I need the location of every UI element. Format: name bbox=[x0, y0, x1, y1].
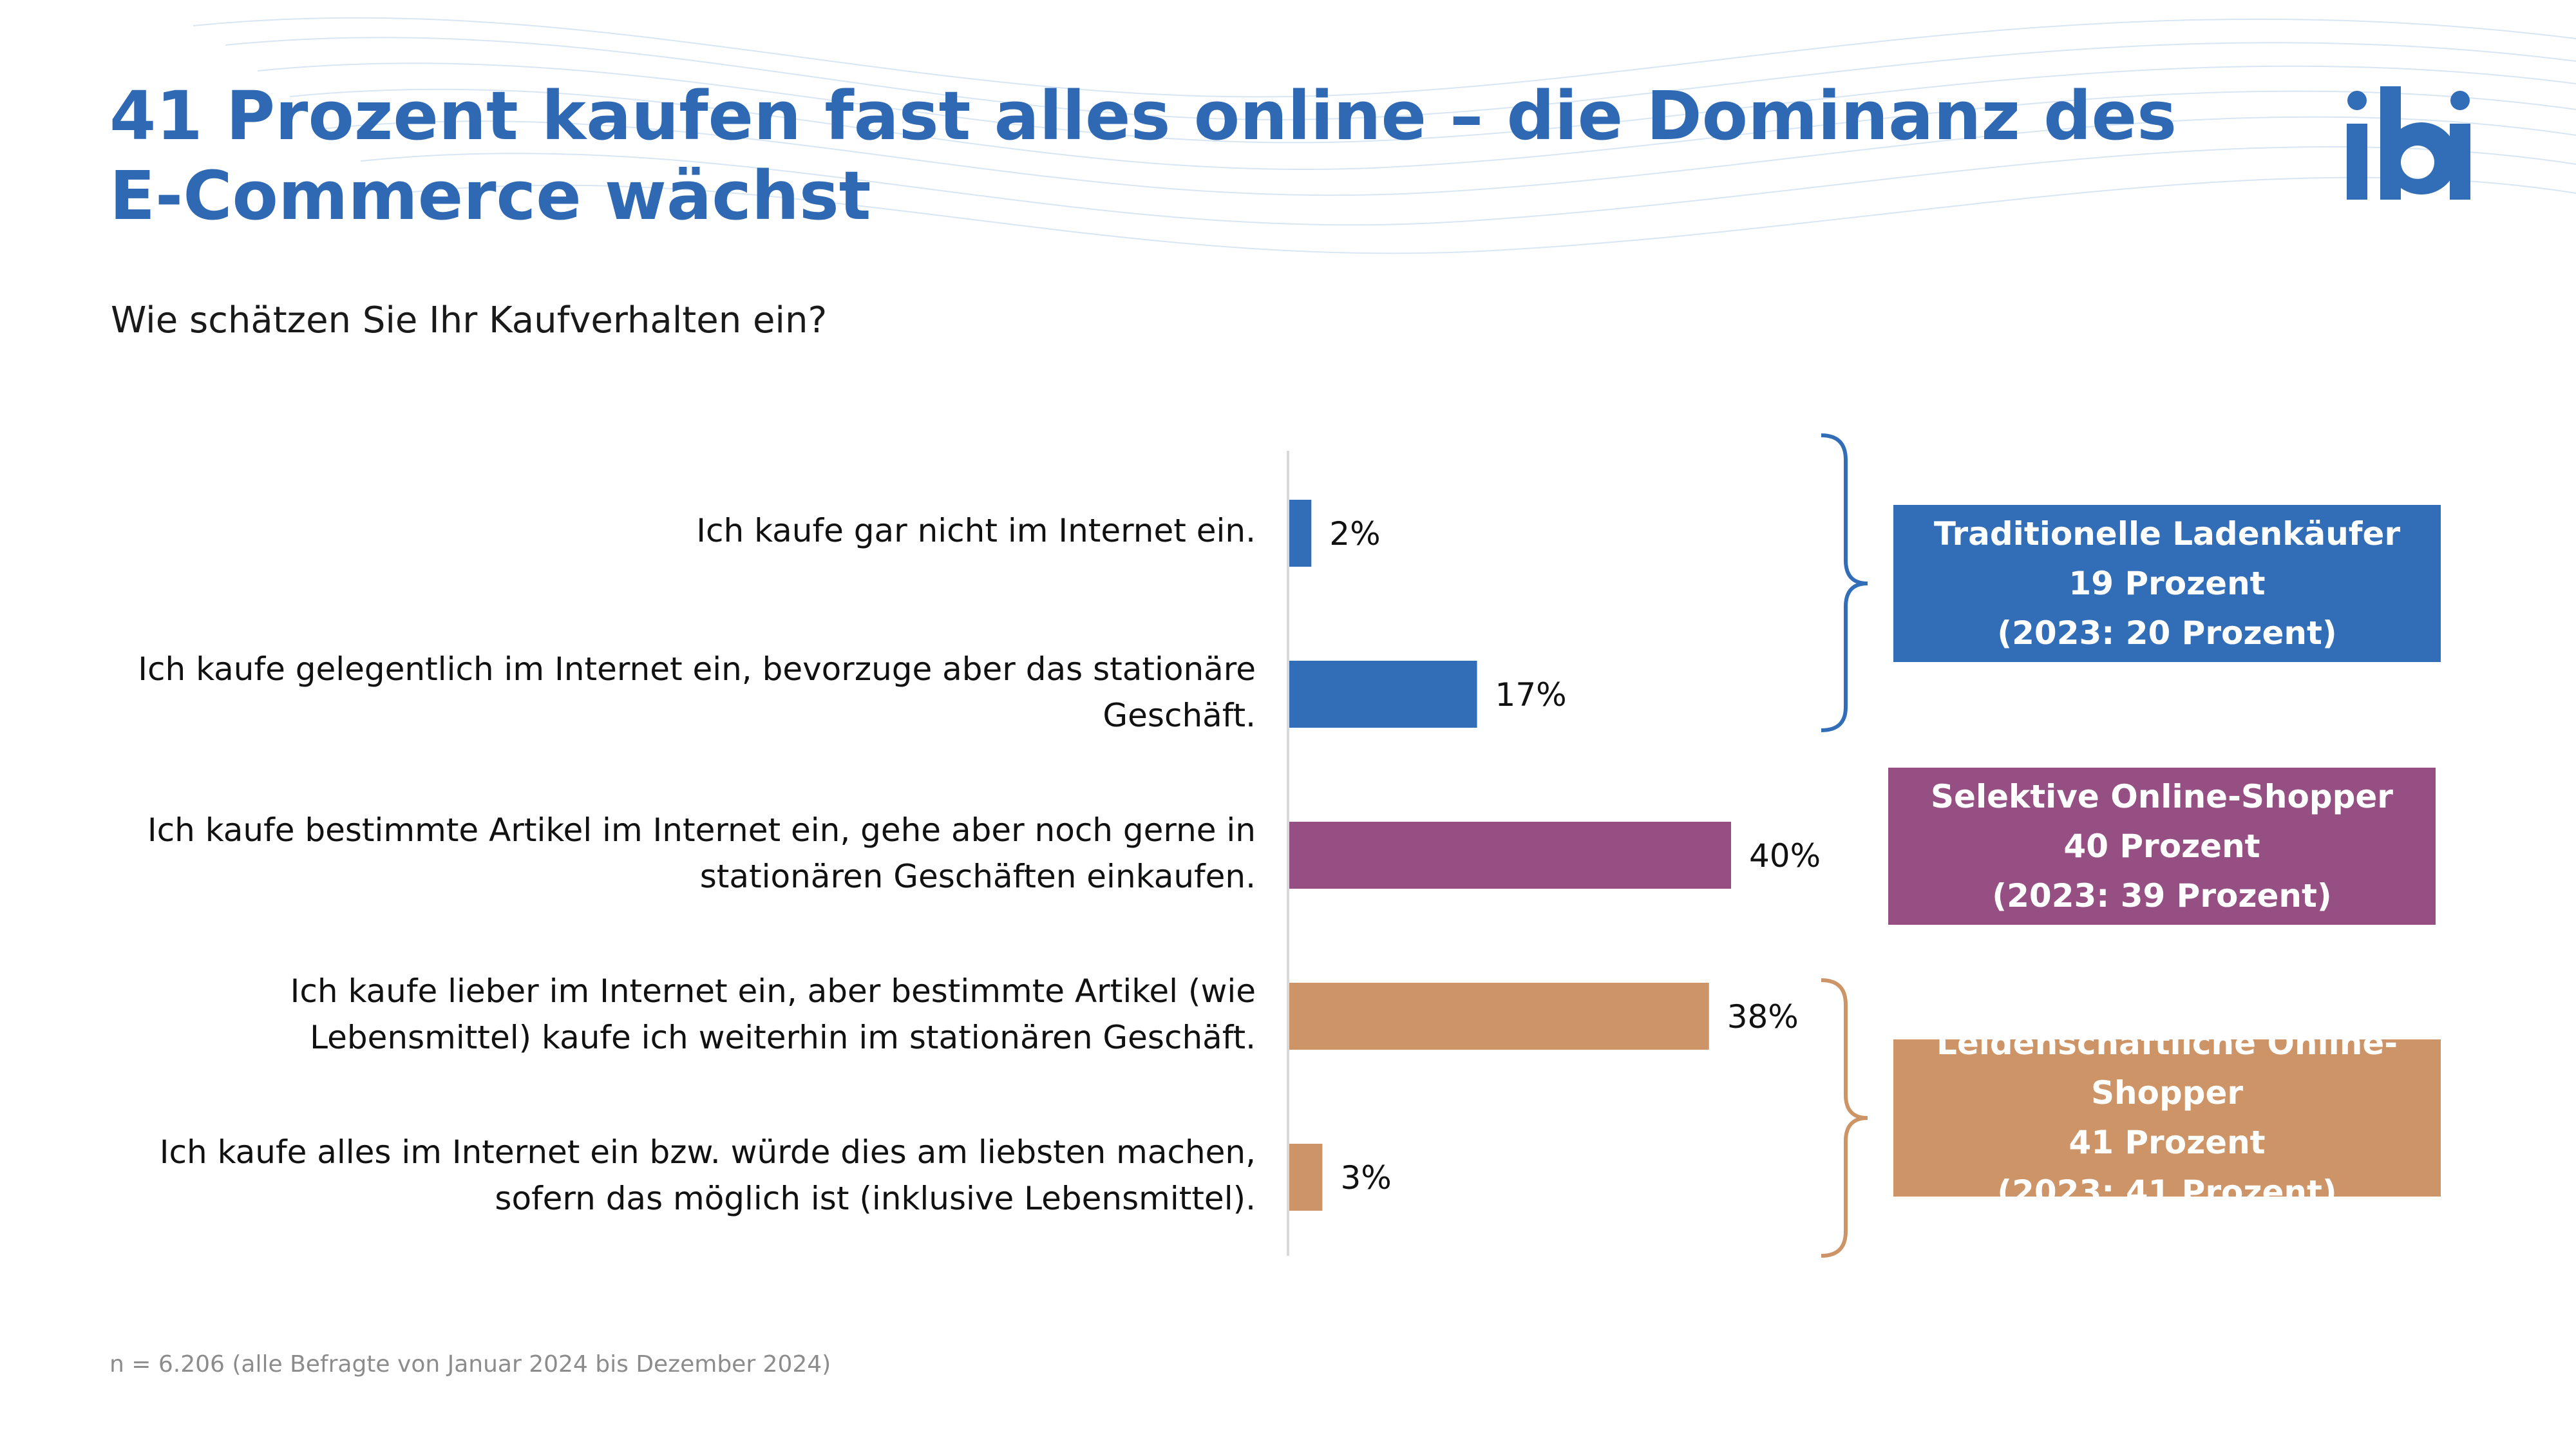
sample-footnote: n = 6.206 (alle Befragte von Januar 2024… bbox=[109, 1351, 831, 1378]
segment-box-traditional: Traditionelle Ladenkäufer 19 Prozent (20… bbox=[1893, 505, 2441, 662]
bracket-traditional bbox=[1821, 433, 1868, 732]
header-wave-decoration bbox=[193, 17, 2576, 254]
segment-title: Leidenschaftliche Online-Shopper bbox=[1936, 1025, 2398, 1112]
category-label-2: Ich kaufe bestimmte Artikel im Internet … bbox=[147, 811, 1256, 895]
category-label-0: Ich kaufe gar nicht im Internet ein. bbox=[696, 512, 1256, 549]
category-label-3: Ich kaufe lieber im Internet ein, aber b… bbox=[290, 972, 1256, 1056]
segment-previous: (2023: 41 Prozent) bbox=[1997, 1173, 2337, 1211]
ibi-logo: ibi bbox=[2347, 86, 2470, 200]
segment-previous: (2023: 39 Prozent) bbox=[1992, 876, 2332, 914]
value-label-0: 2% bbox=[1329, 515, 1380, 553]
question-subtitle: Wie schätzen Sie Ihr Kaufverhalten ein? bbox=[111, 299, 828, 341]
bar-2 bbox=[1289, 822, 1731, 889]
segment-previous: (2023: 20 Prozent) bbox=[1997, 614, 2337, 652]
segment-value: 40 Prozent bbox=[2063, 827, 2260, 865]
page-title: 41 Prozent kaufen fast alles online – di… bbox=[109, 77, 2177, 235]
bar-4 bbox=[1289, 1144, 1323, 1211]
bracket-passionate bbox=[1821, 978, 1868, 1258]
segment-title: Selektive Online-Shopper bbox=[1931, 777, 2393, 815]
value-label-4: 3% bbox=[1340, 1159, 1391, 1197]
bar-1 bbox=[1289, 661, 1477, 728]
segment-value: 41 Prozent bbox=[2069, 1124, 2266, 1161]
segment-value: 19 Prozent bbox=[2069, 564, 2266, 602]
category-label-4: Ich kaufe alles im Internet ein bzw. wür… bbox=[159, 1133, 1256, 1217]
segment-box-selective: Selektive Online-Shopper 40 Prozent (202… bbox=[1888, 768, 2436, 925]
bar-0 bbox=[1289, 500, 1312, 567]
value-label-1: 17% bbox=[1495, 676, 1567, 714]
segment-title: Traditionelle Ladenkäufer bbox=[1933, 515, 2401, 553]
bar-3 bbox=[1289, 983, 1709, 1050]
value-label-2: 40% bbox=[1749, 837, 1821, 875]
segment-box-passionate: Leidenschaftliche Online-Shopper 41 Proz… bbox=[1893, 1025, 2441, 1211]
value-label-3: 38% bbox=[1727, 998, 1799, 1036]
category-label-1: Ich kaufe gelegentlich im Internet ein, … bbox=[138, 650, 1256, 734]
